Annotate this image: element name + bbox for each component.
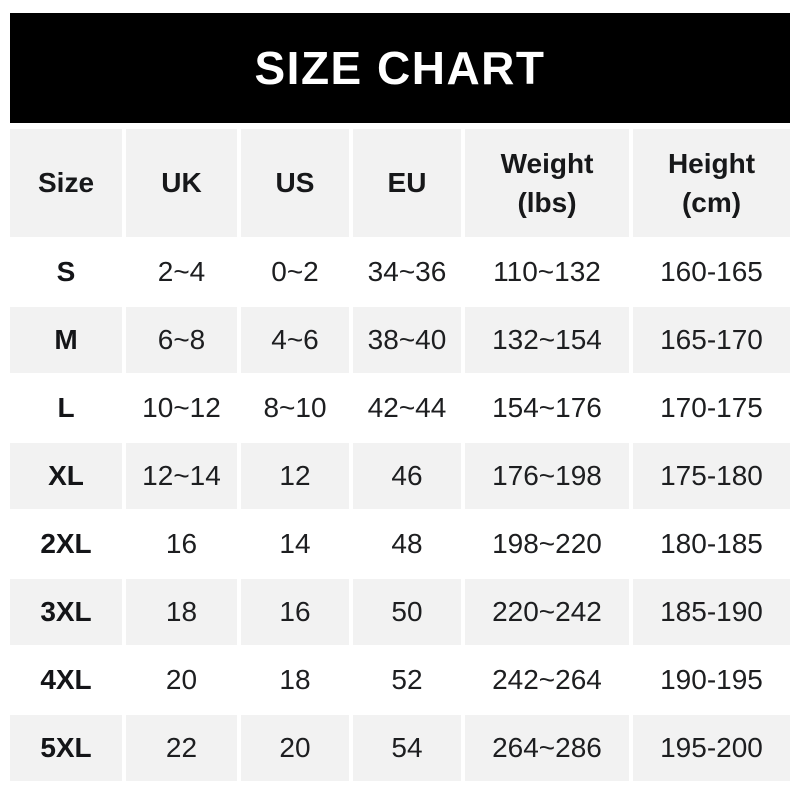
table-cell: 20	[165, 663, 198, 695]
table-cell: 20	[241, 715, 349, 781]
table-cell: 42~44	[367, 391, 447, 423]
column-header-weight-sub: (lbs)	[517, 187, 577, 218]
row-label-5xl: 5XL	[10, 715, 122, 781]
table-cell: 22	[126, 715, 237, 781]
column-header-size: Size	[10, 129, 122, 237]
table-cell: 54	[353, 715, 461, 781]
table-cell: 16	[241, 579, 349, 645]
table-cell: 38~40	[353, 307, 461, 373]
table-cell: 12	[241, 443, 349, 509]
table-cell: 4~6	[241, 307, 349, 373]
table-cell: 160-165	[660, 255, 763, 287]
column-header-eu-label: EU	[387, 167, 427, 199]
column-header-size-label: Size	[37, 167, 95, 199]
table-cell: 18	[126, 579, 237, 645]
table-cell: 175-180	[633, 443, 790, 509]
table-cell: 0~2	[271, 255, 319, 287]
table-cell: 46	[353, 443, 461, 509]
column-header-uk-label: UK	[161, 167, 202, 199]
table-cell: 18	[279, 663, 311, 695]
table-cell: 242~264	[492, 663, 602, 695]
table-cell: 154~176	[492, 391, 602, 423]
table-cell: 198~220	[492, 527, 602, 559]
table-cell: 14	[279, 527, 311, 559]
column-header-uk: UK	[126, 129, 237, 237]
column-header-weight: Weight (lbs)	[465, 129, 629, 237]
table-cell: 2~4	[157, 255, 206, 287]
table-cell: 12~14	[126, 443, 237, 509]
row-label-s: S	[56, 255, 76, 287]
column-header-us-label: US	[275, 167, 315, 199]
column-header-height-label: Height	[667, 147, 756, 179]
column-header-height-sub: (cm)	[681, 187, 742, 218]
row-label-2xl: 2XL	[40, 527, 92, 559]
row-label-m: M	[10, 307, 122, 373]
size-chart-banner: SIZE CHART	[10, 13, 790, 123]
table-cell: 6~8	[126, 307, 237, 373]
table-cell: 34~36	[367, 255, 447, 287]
row-label-l: L	[57, 391, 75, 423]
size-chart-title: SIZE CHART	[254, 42, 546, 94]
table-cell: 220~242	[465, 579, 629, 645]
table-cell: 176~198	[465, 443, 629, 509]
column-header-weight-label: Weight	[500, 147, 594, 179]
column-header-height: Height (cm)	[633, 129, 790, 237]
table-cell: 10~12	[142, 391, 221, 423]
column-header-eu: EU	[353, 129, 461, 237]
row-label-xl: XL	[10, 443, 122, 509]
table-cell: 8~10	[263, 391, 327, 423]
table-cell: 190-195	[660, 663, 763, 695]
table-cell: 264~286	[465, 715, 629, 781]
page: { "banner": { "title": "SIZE CHART" }, "…	[0, 13, 800, 800]
table-cell: 195-200	[633, 715, 790, 781]
table-cell: 132~154	[465, 307, 629, 373]
row-label-3xl: 3XL	[10, 579, 122, 645]
table-cell: 170-175	[660, 391, 763, 423]
table-cell: 48	[391, 527, 423, 559]
column-header-us: US	[241, 129, 349, 237]
table-cell: 16	[165, 527, 198, 559]
table-cell: 110~132	[493, 255, 601, 287]
row-label-4xl: 4XL	[40, 663, 92, 695]
table-cell: 185-190	[633, 579, 790, 645]
table-cell: 180-185	[660, 527, 763, 559]
table-cell: 165-170	[633, 307, 790, 373]
table-cell: 50	[353, 579, 461, 645]
size-chart-table: Size UK US EU Weight (lbs) Height (cm) S…	[10, 129, 790, 781]
table-cell: 52	[391, 663, 423, 695]
